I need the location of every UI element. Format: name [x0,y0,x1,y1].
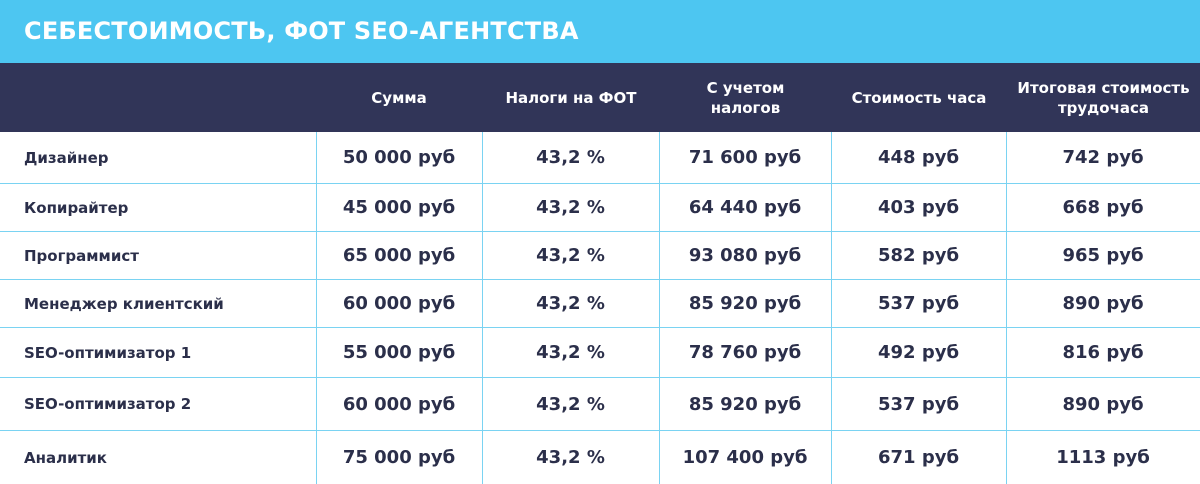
row-name: SEO-оптимизатор 1 [24,343,192,362]
cell-hour-cost: 537 руб [877,393,960,415]
cell-total: 965 руб [1062,245,1144,266]
table-row: Программист 65 000 руб 43,2 % 93 080 руб… [0,232,1200,280]
cell-sum: 60 000 руб [342,293,456,314]
cell-tax: 43,2 % [536,447,605,468]
cell-with-tax: 85 920 руб [688,393,802,415]
grid-divider [482,132,483,484]
cell-sum: 55 000 руб [342,342,456,363]
cell-hour-cost: 671 руб [877,447,960,468]
cell-with-tax: 71 600 руб [688,147,802,168]
cell-tax: 43,2 % [536,197,605,218]
cell-sum: 50 000 руб [342,147,456,168]
cell-with-tax: 85 920 руб [688,293,802,314]
column-header-with-tax-line2: налогов [710,98,781,117]
cell-hour-cost: 537 руб [877,293,960,314]
cell-tax: 43,2 % [536,293,605,314]
column-header-tax: Налоги на ФОТ [483,63,659,132]
grid-divider [316,132,317,484]
cell-hour-cost: 403 руб [877,197,960,218]
column-header-total-hour-cost-line1: Итоговая стоимость [1017,78,1190,97]
cell-with-tax: 93 080 руб [688,245,802,266]
title-bar: СЕБЕСТОИМОСТЬ, ФОТ SEO-АГЕНТСТВА [0,0,1200,63]
table-body: Дизайнер 50 000 руб 43,2 % 71 600 руб 44… [0,132,1200,484]
column-header-with-tax-line1: С учетом [706,78,785,97]
table-row: Дизайнер 50 000 руб 43,2 % 71 600 руб 44… [0,132,1200,184]
column-header-hour-cost-label: Стоимость часа [851,88,987,107]
row-name: Аналитик [24,448,107,467]
cell-with-tax: 107 400 руб [682,447,808,468]
grid-divider [1006,132,1007,484]
column-header-total-hour-cost: Итоговая стоимость трудочаса [1007,63,1200,132]
row-name: Программист [24,246,139,265]
cell-sum: 75 000 руб [342,447,456,468]
cell-total: 1113 руб [1056,447,1150,468]
cell-with-tax: 64 440 руб [688,197,802,218]
table-row: SEO-оптимизатор 2 60 000 руб 43,2 % 85 9… [0,378,1200,431]
column-header-with-tax: С учетом налогов [660,63,831,132]
row-name: Копирайтер [24,198,129,217]
cell-tax: 43,2 % [536,245,605,266]
table-row: SEO-оптимизатор 1 55 000 руб 43,2 % 78 7… [0,328,1200,378]
cell-hour-cost: 492 руб [877,342,960,363]
table-header: Сумма Налоги на ФОТ С учетом налогов Сто… [0,63,1200,132]
cell-total: 816 руб [1062,342,1144,363]
cell-tax: 43,2 % [536,393,605,415]
column-header-total-hour-cost-line2: трудочаса [1057,98,1150,117]
column-header-sum: Сумма [316,63,482,132]
grid-divider [659,132,660,484]
table-row: Копирайтер 45 000 руб 43,2 % 64 440 руб … [0,184,1200,232]
cell-hour-cost: 448 руб [877,147,960,168]
cell-total: 890 руб [1062,293,1144,314]
row-name: Дизайнер [24,148,109,167]
cell-total: 742 руб [1062,147,1144,168]
cell-sum: 60 000 руб [342,393,456,415]
cell-total: 890 руб [1062,393,1144,415]
column-header-tax-label: Налоги на ФОТ [505,88,637,107]
cell-total: 668 руб [1062,197,1144,218]
cell-tax: 43,2 % [536,342,605,363]
cell-with-tax: 78 760 руб [688,342,802,363]
cell-tax: 43,2 % [536,147,605,168]
table-row: Менеджер клиентский 60 000 руб 43,2 % 85… [0,280,1200,328]
cell-hour-cost: 582 руб [877,245,960,266]
row-name: Менеджер клиентский [24,294,224,313]
table-row: Аналитик 75 000 руб 43,2 % 107 400 руб 6… [0,431,1200,484]
page-title: СЕБЕСТОИМОСТЬ, ФОТ SEO-АГЕНТСТВА [24,17,579,45]
row-name: SEO-оптимизатор 2 [24,395,192,413]
cell-sum: 65 000 руб [342,245,456,266]
cell-sum: 45 000 руб [342,197,456,218]
column-header-sum-label: Сумма [371,88,427,107]
column-header-hour-cost: Стоимость часа [832,63,1006,132]
grid-divider [831,132,832,484]
